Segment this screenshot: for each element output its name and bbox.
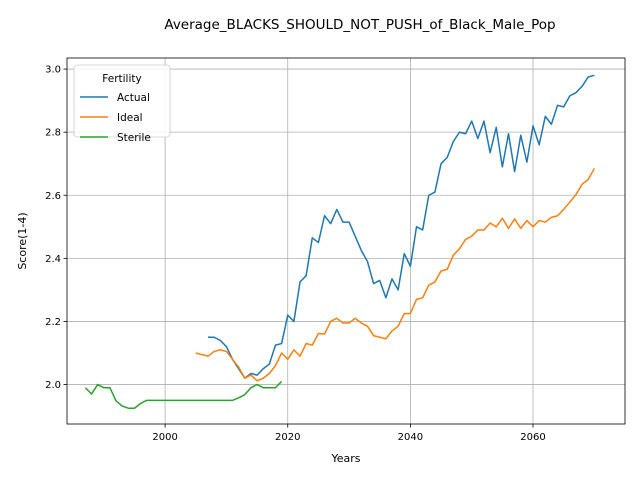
legend-box xyxy=(73,64,171,138)
series-line-sterile xyxy=(84,380,283,409)
y-tick-label: 2.6 xyxy=(45,191,61,202)
x-tick-label: 2060 xyxy=(520,432,545,443)
y-tick-label: 2.2 xyxy=(45,317,61,328)
series-line-actual xyxy=(208,74,595,379)
x-tick-label: 2000 xyxy=(152,432,177,443)
y-axis-label: Score(1-4) xyxy=(16,212,29,269)
axis-ticks: 2000 2020 2040 2060 2.0 2.2 2.4 2.6 2.8 3.0 xyxy=(45,65,546,443)
x-axis-label: Years xyxy=(330,452,360,465)
x-tick-label: 2020 xyxy=(275,432,300,443)
y-tick-label: 2.0 xyxy=(45,380,61,391)
y-tick-label: 2.4 xyxy=(45,254,61,265)
legend: Fertility Actual Ideal Sterile xyxy=(73,64,171,144)
legend-label-sterile: Sterile xyxy=(117,132,151,144)
x-tick-label: 2040 xyxy=(398,432,423,443)
plot-frame xyxy=(66,57,626,425)
chart-title: Average_BLACKS_SHOULD_NOT_PUSH_of_Black_… xyxy=(164,17,555,33)
legend-entries: Actual Ideal Sterile xyxy=(80,92,151,144)
legend-title: Fertility xyxy=(102,73,141,85)
y-tick-label: 2.8 xyxy=(45,128,61,139)
y-tick-label: 3.0 xyxy=(45,65,61,76)
series-line-ideal xyxy=(195,168,595,382)
grid xyxy=(67,58,625,424)
series-lines xyxy=(84,74,595,409)
legend-label-actual: Actual xyxy=(117,92,150,104)
legend-label-ideal: Ideal xyxy=(117,112,143,124)
